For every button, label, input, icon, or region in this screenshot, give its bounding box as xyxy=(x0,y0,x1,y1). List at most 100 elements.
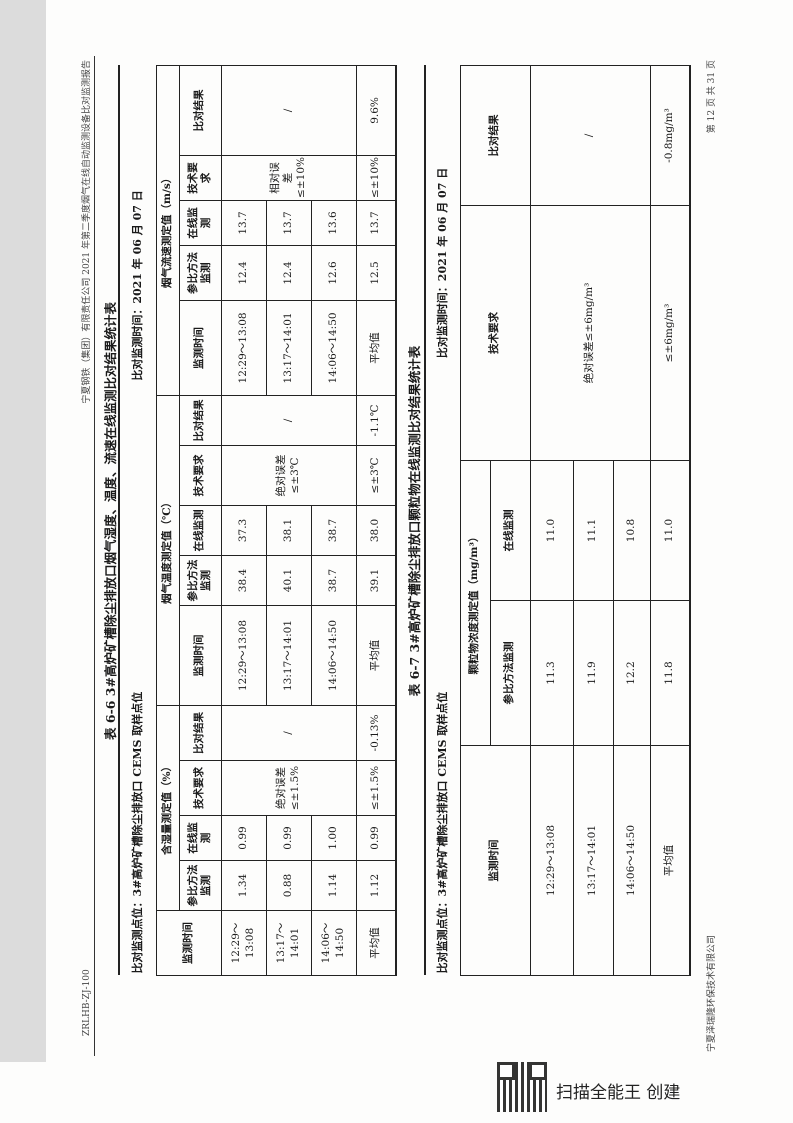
time-cell: 14:06～14:50 xyxy=(311,300,356,396)
cell: 38.1 xyxy=(266,505,311,556)
table-row: 12:29～13:08 1.34 0.99 绝对误差≤±1.5% / 12:29… xyxy=(221,65,356,976)
cell: 11.1 xyxy=(573,460,613,601)
t66-date: 比对监测时间：2021 年 06 月 07 日 xyxy=(119,65,156,506)
cell: 12.6 xyxy=(311,245,356,301)
time-cell: 13:17～14:01 xyxy=(266,910,311,976)
col-ref: 参比方法监测 xyxy=(179,860,221,911)
camscanner-watermark: 扫描全能王 创建 xyxy=(556,1083,681,1103)
average-row: 平均值 11.8 11.0 ≤±6mg/m³ -0.8mg/m³ xyxy=(650,65,690,976)
cell: 1.12 xyxy=(356,860,396,911)
time-cell: 12:29～13:08 xyxy=(221,300,266,396)
time-cell: 13:17～14:01 xyxy=(266,300,311,396)
cell: 11.0 xyxy=(530,460,573,601)
col-req: 技术要求 xyxy=(460,205,530,461)
col-ref: 参比方法监测 xyxy=(490,600,530,746)
cell: 1.14 xyxy=(311,860,356,911)
cell: 11.3 xyxy=(530,600,573,746)
group-humidity: 含湿量测定值（%） xyxy=(156,705,179,911)
table-6-7: 比对监测点位：3#高炉矿槽除尘排放口 CEMS 取样点位 比对监测时间：2021… xyxy=(424,64,691,976)
col-time: 监测时间 xyxy=(179,300,221,396)
table-row: 13:17～14:01 0.88 0.99 13:17～14:01 40.1 3… xyxy=(266,65,311,976)
req-cell: 绝对误差≤±3℃ xyxy=(221,445,356,506)
cell: ≤±10% xyxy=(356,155,396,201)
group-flow: 烟气流速测定值（m/s） xyxy=(156,65,179,396)
cell: 13.7 xyxy=(356,200,396,246)
cell: 38.4 xyxy=(221,555,266,606)
avg-label: 平均值 xyxy=(650,745,690,976)
col-result: 比对结果 xyxy=(460,65,530,206)
cell: ≤±3℃ xyxy=(356,445,396,506)
t67-point: 比对监测点位：3#高炉矿槽除尘排放口 CEMS 取样点位 xyxy=(425,460,460,976)
time-cell: 13:17～14:01 xyxy=(573,745,613,976)
col-ref: 参比方法监测 xyxy=(179,245,221,301)
cell: ≤±6mg/m³ xyxy=(650,205,690,461)
cell: 39.1 xyxy=(356,555,396,606)
col-result: 比对结果 xyxy=(179,395,221,446)
col-online: 在线监测 xyxy=(490,460,530,601)
col-req: 技术要求 xyxy=(179,155,221,201)
group-temperature: 烟气温度测定值（℃） xyxy=(156,395,179,706)
col-req: 技术要求 xyxy=(179,445,221,506)
cell: 13.7 xyxy=(221,200,266,246)
avg-label: 平均值 xyxy=(356,300,396,396)
cell: 0.99 xyxy=(221,815,266,861)
t67-date: 比对监测时间：2021 年 06 月 07 日 xyxy=(425,65,460,461)
page-footer: 宁夏泽瑞隆环保技术有限公司 第 12 页 共 31 页 xyxy=(704,56,717,1056)
time-cell: 12:29～13:08 xyxy=(530,745,573,976)
result-cell: / xyxy=(530,65,650,206)
req-cell: 相对误差≤±10% xyxy=(221,155,356,201)
col-time: 监测时间 xyxy=(179,605,221,706)
scan-edge xyxy=(0,0,46,1062)
t66-point: 比对监测点位：3#高炉矿槽除尘排放口 CEMS 取样点位 xyxy=(119,505,156,976)
cell: 0.99 xyxy=(356,815,396,861)
col-result: 比对结果 xyxy=(179,705,221,761)
cell: 11.0 xyxy=(650,460,690,601)
col-ref: 参比方法监测 xyxy=(179,555,221,606)
table-6-6-title: 表 6-6 3#高炉矿槽除尘排放口烟气湿度、温度、流速在线监测比对结果统计表 xyxy=(103,302,118,740)
cell: 11.9 xyxy=(573,600,613,746)
cell: 12.2 xyxy=(613,600,650,746)
col-time: 监测时间 xyxy=(156,910,221,976)
doc-code: ZRLHB-ZJ-100 xyxy=(82,969,92,1036)
time-cell: 12:29～13:08 xyxy=(221,910,266,976)
table-6-7-title: 表 6-7 3#高炉矿槽除尘排放口颗粒物在线监测比对结果统计表 xyxy=(407,345,422,697)
cell: 10.8 xyxy=(613,460,650,601)
avg-label: 平均值 xyxy=(356,605,396,706)
col-online: 在线监测 xyxy=(179,505,221,556)
req-cell: 绝对误差≤±1.5% xyxy=(221,760,356,816)
cell: 40.1 xyxy=(266,555,311,606)
cell: 12.5 xyxy=(356,245,396,301)
cell: 1.34 xyxy=(221,860,266,911)
time-cell: 14:06～14:50 xyxy=(311,910,356,976)
cell: 11.8 xyxy=(650,600,690,746)
qr-code-icon xyxy=(497,1062,547,1112)
result-cell: / xyxy=(221,705,356,761)
footer-company: 宁夏泽瑞隆环保技术有限公司 xyxy=(707,934,717,1052)
rotated-page: ZRLHB-ZJ-100 宁夏钢铁（集团）有限责任公司 2021 年第二季度烟气… xyxy=(76,46,721,1056)
time-cell: 14:06～14:50 xyxy=(613,745,650,976)
result-cell: / xyxy=(221,65,356,156)
cell: 0.88 xyxy=(266,860,311,911)
col-req: 技术要求 xyxy=(179,760,221,816)
cell: 1.00 xyxy=(311,815,356,861)
group-particulate: 颗粒物浓度测定值（mg/m³） xyxy=(460,460,490,746)
cell: 13.7 xyxy=(266,200,311,246)
col-online: 在线监测 xyxy=(179,200,221,246)
cell: 13.6 xyxy=(311,200,356,246)
table-6-6: 比对监测点位：3#高炉矿槽除尘排放口 CEMS 取样点位 比对监测时间：2021… xyxy=(118,64,397,976)
average-row: 平均值 1.12 0.99 ≤±1.5% -0.13% 平均值 39.1 38.… xyxy=(356,65,396,976)
cell: 12.4 xyxy=(221,245,266,301)
col-time: 监测时间 xyxy=(460,745,530,976)
cell: 12.4 xyxy=(266,245,311,301)
time-cell: 12:29～13:08 xyxy=(221,605,266,706)
cell: -1.1℃ xyxy=(356,395,396,446)
cell: 38.7 xyxy=(311,505,356,556)
cell: 38.7 xyxy=(311,555,356,606)
cell: 37.3 xyxy=(221,505,266,556)
page-header: ZRLHB-ZJ-100 宁夏钢铁（集团）有限责任公司 2021 年第二季度烟气… xyxy=(76,56,95,1056)
time-cell: 13:17～14:01 xyxy=(266,605,311,706)
cell: 9.6% xyxy=(356,65,396,156)
avg-label: 平均值 xyxy=(356,910,396,976)
report-title: 宁夏钢铁（集团）有限责任公司 2021 年第二季度烟气在线自动监测设备比对监测报… xyxy=(82,60,92,404)
table-row: 14:06～14:50 1.14 1.00 14:06～14:50 38.7 3… xyxy=(311,65,356,976)
